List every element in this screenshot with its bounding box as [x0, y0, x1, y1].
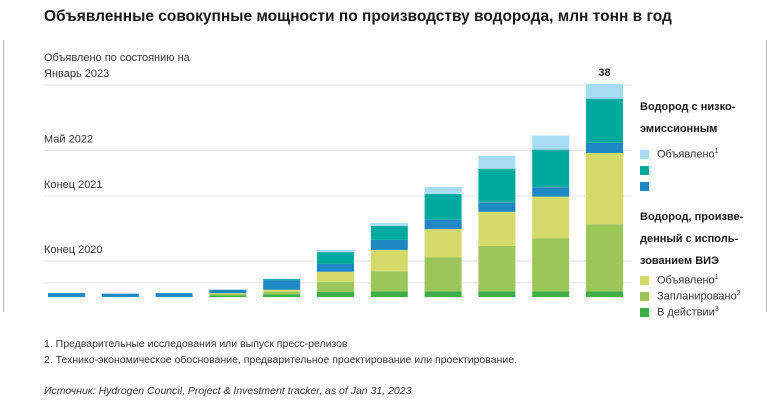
legend-swatch — [640, 165, 649, 175]
bar-segment-ren_operational — [478, 291, 516, 297]
bar-segment-ren_announced — [209, 293, 247, 294]
footnote-mark: 1 — [714, 273, 719, 281]
bar-segment-ren_announced — [370, 249, 408, 272]
bar-segment-ren_planned — [317, 281, 354, 292]
reference-label: Конец 2020 — [44, 244, 103, 256]
bar-segment-low_announced — [370, 223, 408, 226]
legend-swatch — [640, 181, 649, 191]
bar-segment-low_blue — [263, 280, 301, 290]
legend-item — [640, 178, 760, 194]
bar-segment-low_announced — [424, 187, 462, 194]
bar-segment-ren_operational — [317, 291, 354, 297]
legend-item — [640, 162, 760, 178]
bar-segment-ren_planned — [478, 245, 516, 292]
bar-segment-low_teal — [532, 149, 570, 188]
bar-segment-ren_operational — [209, 295, 247, 297]
bar-segment-low_announced — [586, 84, 623, 99]
reference-label: Май 2022 — [44, 134, 93, 146]
bar-segment-low_teal — [263, 279, 301, 281]
bar-segment-low_blue — [209, 289, 247, 294]
legend-low-emission: Водород с низко-эмиссионным Объявлено1 — [640, 96, 760, 194]
bar-segment-low_blue — [101, 293, 139, 297]
bar-segment-low_announced — [263, 278, 301, 280]
footnotes: 1. Предварительные исследования или выпу… — [44, 336, 517, 368]
bar-segment-ren_planned — [532, 238, 570, 292]
frame-right — [766, 40, 767, 312]
legend-item: Объявлено1 — [640, 272, 760, 288]
bar-segment-low_blue — [478, 202, 516, 212]
legend-swatch — [640, 291, 649, 301]
legend-group2-title: Водород, произве-денный с исполь-зование… — [640, 211, 744, 267]
bar-segment-ren_operational — [263, 294, 301, 297]
bar-segment-ren_planned — [424, 257, 462, 292]
bar-segment-low_blue — [48, 293, 85, 297]
bar-segment-low_blue — [370, 239, 408, 250]
legend-label: Запланировано2 — [657, 289, 741, 303]
footnote-mark: 2 — [736, 289, 741, 297]
legend-item: Объявлено1 — [640, 146, 760, 162]
legend-renewable: Водород, произве-денный с исполь-зование… — [640, 206, 760, 320]
bar-segment-low_announced — [532, 135, 570, 150]
reference-label: Объявлено по состоянию на — [44, 52, 191, 64]
bar-segment-low_teal — [317, 252, 354, 264]
bar-segment-ren_planned — [209, 293, 247, 296]
bar-segment-low_announced — [478, 155, 516, 169]
bar-segment-ren_operational — [586, 291, 623, 297]
bar-segment-ren_operational — [370, 291, 408, 297]
reference-label: Конец 2021 — [44, 179, 103, 191]
legend-group1-title: Водород с низко-эмиссионным — [640, 101, 736, 135]
legend-item: Запланировано2 — [640, 288, 760, 304]
legend-item: В действии3 — [640, 304, 760, 320]
bar-segment-low_teal — [478, 168, 516, 203]
footnote-2: 2. Технико-экономическое обоснование, пр… — [44, 354, 517, 366]
reference-label: Январь 2023 — [44, 68, 109, 80]
bar-segment-ren_planned — [370, 271, 408, 292]
bar-segment-low_teal — [370, 225, 408, 240]
bar-segment-low_blue — [532, 187, 570, 197]
source-note: Источник: Hydrogen Council, Project & In… — [44, 385, 412, 397]
bar-segment-low_blue — [586, 142, 623, 153]
chart-title: Объявленные совокупные мощности по произ… — [44, 8, 672, 25]
bar-segment-ren_operational — [532, 291, 570, 297]
bar-segment-low_blue — [424, 219, 462, 230]
bar-segment-ren_announced — [532, 196, 570, 239]
footnote-mark: 1 — [714, 147, 719, 155]
bar-segment-low_blue — [317, 263, 354, 272]
legend-swatch — [640, 275, 649, 285]
legend-swatch — [640, 149, 649, 159]
bar-segment-ren_announced — [424, 229, 462, 258]
bar-segment-ren_announced — [317, 271, 354, 282]
bar-segment-ren_planned — [586, 224, 623, 292]
bar-segment-low_blue — [155, 293, 193, 297]
chart: Объявлено по состоянию на Январь 2023 Май … — [44, 52, 632, 297]
bar-segment-low_teal — [586, 98, 623, 143]
bar-segment-ren_planned — [263, 291, 301, 295]
frame-left — [3, 40, 4, 312]
legend-label: В действии3 — [657, 305, 719, 319]
bar-segment-ren_announced — [263, 289, 301, 292]
footnote-mark: 3 — [714, 305, 719, 313]
bar-segment-low_announced — [317, 249, 354, 253]
bar-segment-low_teal — [424, 193, 462, 220]
footnote-1: 1. Предварительные исследования или выпу… — [44, 338, 348, 350]
bar-segment-ren_announced — [478, 211, 516, 246]
legend-label: Объявлено1 — [657, 147, 719, 161]
data-label: 38 — [598, 67, 610, 79]
bar-segment-ren_announced — [586, 152, 623, 225]
legend-label: Объявлено1 — [657, 273, 719, 287]
bar-segment-ren_operational — [424, 291, 462, 297]
legend-swatch — [640, 307, 649, 317]
